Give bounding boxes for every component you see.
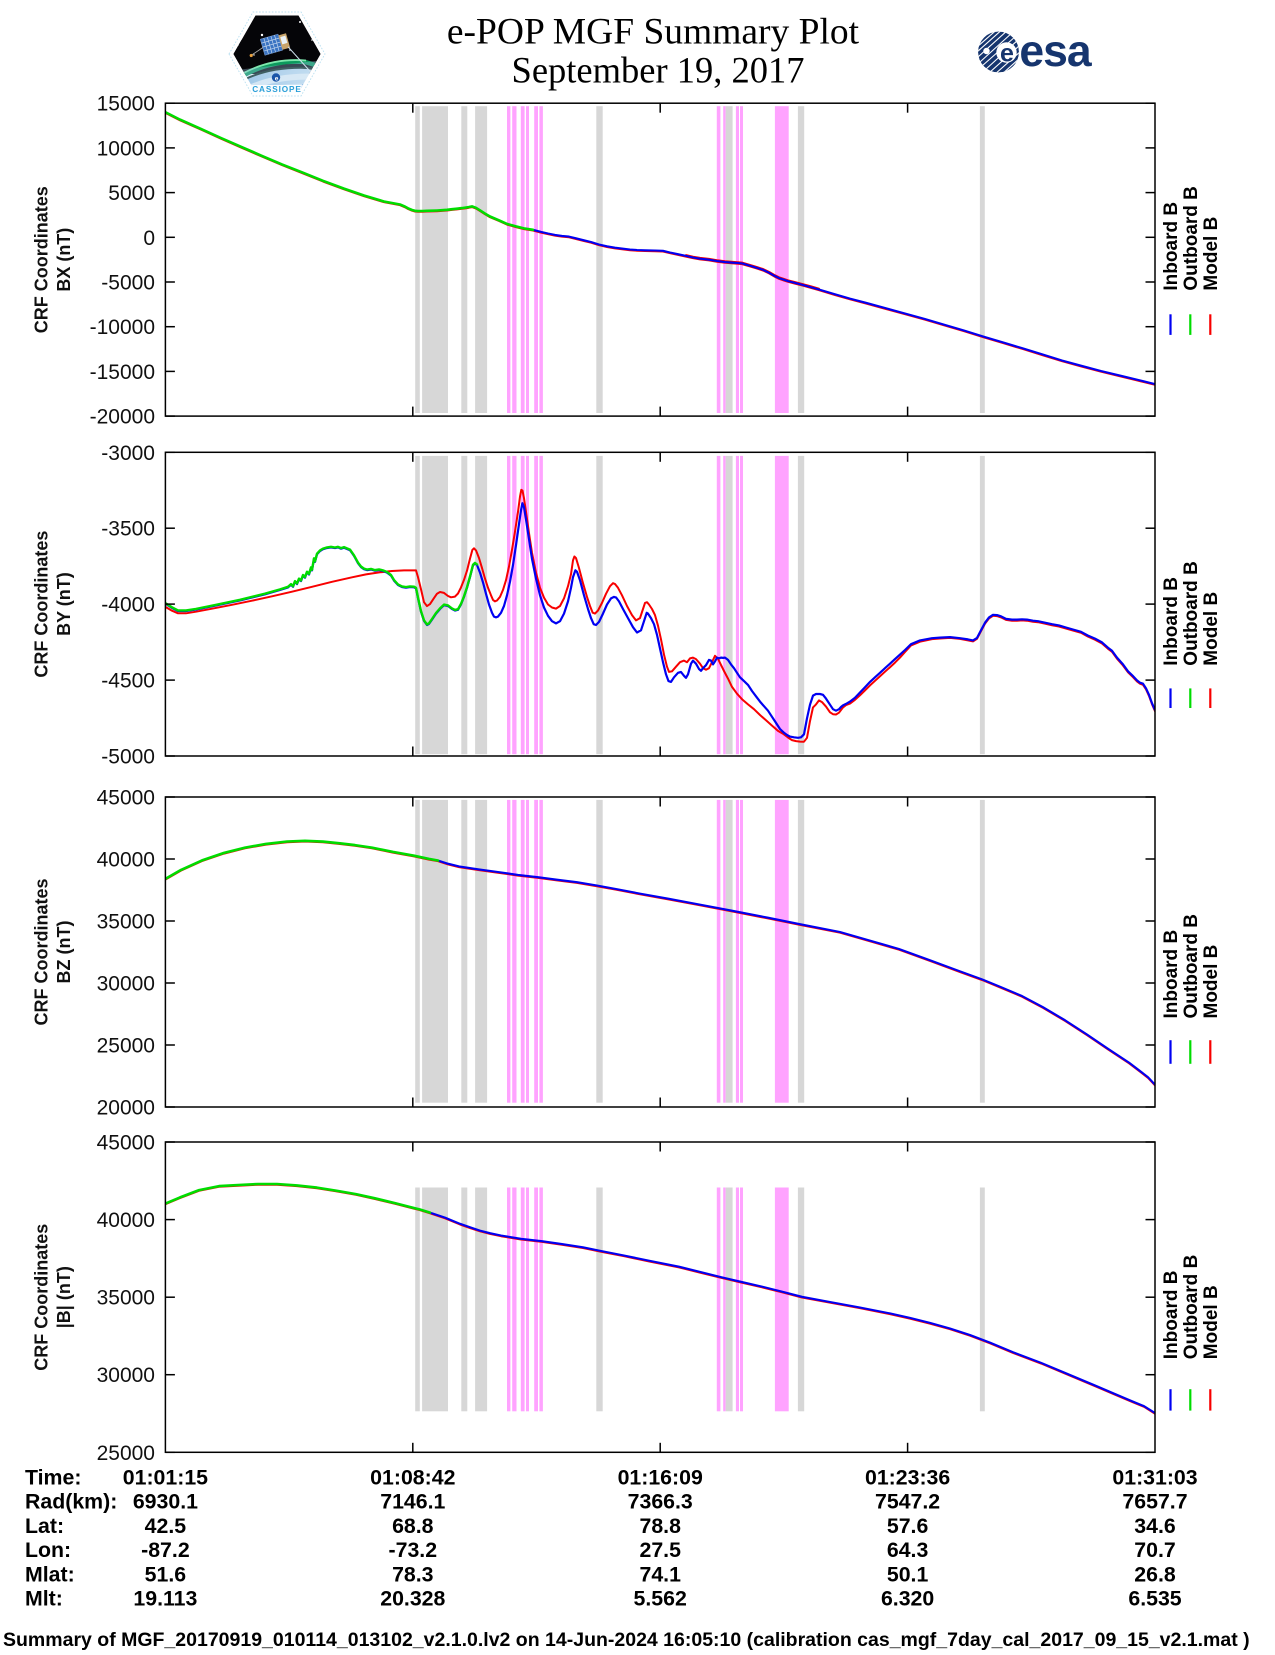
- svg-text:Lat:: Lat:: [25, 1514, 64, 1538]
- svg-text:57.6: 57.6: [887, 1514, 929, 1538]
- svg-text:68.8: 68.8: [392, 1514, 434, 1538]
- svg-text:BY (nT): BY (nT): [54, 572, 74, 636]
- svg-text:Mlt:: Mlt:: [25, 1587, 63, 1611]
- svg-text:20.328: 20.328: [380, 1587, 445, 1611]
- svg-text:Rad(km):: Rad(km):: [25, 1490, 117, 1514]
- svg-text:78.3: 78.3: [392, 1562, 434, 1586]
- svg-text:Model B: Model B: [1201, 217, 1222, 291]
- svg-text:19.113: 19.113: [133, 1587, 197, 1611]
- svg-text:Time:: Time:: [25, 1465, 81, 1489]
- svg-text:Outboard B: Outboard B: [1181, 914, 1202, 1019]
- svg-text:-15000: -15000: [90, 361, 155, 384]
- svg-text:40000: 40000: [97, 849, 155, 872]
- svg-text:-87.2: -87.2: [141, 1538, 190, 1562]
- svg-text:26.8: 26.8: [1134, 1562, 1176, 1586]
- svg-text:-3000: -3000: [101, 442, 155, 465]
- svg-text:70.7: 70.7: [1134, 1538, 1175, 1562]
- svg-text:34.6: 34.6: [1134, 1514, 1176, 1538]
- svg-text:50.1: 50.1: [887, 1562, 929, 1586]
- svg-text:7366.3: 7366.3: [628, 1490, 693, 1514]
- svg-text:01:01:15: 01:01:15: [123, 1465, 208, 1489]
- svg-text:CRF Coordinates: CRF Coordinates: [32, 878, 52, 1025]
- svg-text:25000: 25000: [97, 1035, 155, 1058]
- svg-text:35000: 35000: [97, 911, 155, 934]
- svg-text:-3500: -3500: [101, 518, 155, 541]
- svg-text:-5000: -5000: [101, 746, 155, 769]
- svg-text:01:08:42: 01:08:42: [370, 1465, 455, 1489]
- svg-text:Model B: Model B: [1201, 592, 1222, 666]
- svg-text:e-POP MGF Summary Plot: e-POP MGF Summary Plot: [447, 12, 860, 53]
- svg-text:7657.7: 7657.7: [1122, 1490, 1187, 1514]
- svg-text:Inboard B: Inboard B: [1161, 1271, 1182, 1360]
- svg-text:Outboard B: Outboard B: [1181, 1255, 1202, 1360]
- svg-text:BZ (nT): BZ (nT): [54, 921, 74, 984]
- svg-text:30000: 30000: [97, 973, 155, 996]
- svg-text:-4500: -4500: [101, 670, 155, 693]
- svg-text:CASSIOPE: CASSIOPE: [252, 85, 302, 94]
- svg-text:15000: 15000: [97, 93, 155, 116]
- svg-text:CRF Coordinates: CRF Coordinates: [32, 186, 52, 333]
- svg-text:-20000: -20000: [90, 406, 155, 429]
- svg-text:Summary of MGF_20170919_010114: Summary of MGF_20170919_010114_013102_v2…: [3, 1629, 1250, 1650]
- svg-text:7146.1: 7146.1: [380, 1490, 445, 1514]
- svg-text:-4000: -4000: [101, 594, 155, 617]
- svg-text:45000: 45000: [97, 1132, 155, 1155]
- svg-text:Inboard B: Inboard B: [1161, 930, 1182, 1019]
- svg-text:Lon:: Lon:: [25, 1538, 71, 1562]
- svg-text:Model B: Model B: [1201, 1285, 1222, 1359]
- svg-text:5000: 5000: [108, 182, 155, 205]
- svg-text:-10000: -10000: [90, 316, 155, 339]
- svg-text:25000: 25000: [97, 1442, 155, 1465]
- svg-text:20000: 20000: [97, 1097, 155, 1120]
- svg-text:78.8: 78.8: [639, 1514, 681, 1538]
- svg-text:10000: 10000: [97, 137, 155, 160]
- svg-text:-5000: -5000: [101, 272, 155, 295]
- svg-text:42.5: 42.5: [145, 1514, 187, 1538]
- svg-text:7547.2: 7547.2: [875, 1490, 940, 1514]
- svg-text:Inboard B: Inboard B: [1161, 577, 1182, 666]
- svg-text:CRF Coordinates: CRF Coordinates: [32, 531, 52, 678]
- svg-text:45000: 45000: [97, 787, 155, 810]
- svg-text:e: e: [275, 76, 279, 83]
- svg-text:e: e: [1000, 40, 1014, 68]
- svg-text:Outboard B: Outboard B: [1181, 186, 1202, 291]
- svg-text:27.5: 27.5: [639, 1538, 681, 1562]
- svg-text:|B| (nT): |B| (nT): [54, 1266, 74, 1328]
- svg-text:-73.2: -73.2: [389, 1538, 438, 1562]
- svg-text:51.6: 51.6: [145, 1562, 187, 1586]
- svg-text:Model B: Model B: [1201, 945, 1222, 1019]
- svg-text:esa: esa: [1019, 27, 1092, 76]
- svg-text:CRF Coordinates: CRF Coordinates: [32, 1224, 52, 1371]
- svg-text:6.320: 6.320: [881, 1587, 934, 1611]
- svg-text:Outboard B: Outboard B: [1181, 561, 1202, 666]
- svg-text:35000: 35000: [97, 1287, 155, 1310]
- svg-text:01:23:36: 01:23:36: [865, 1465, 950, 1489]
- svg-text:Inboard B: Inboard B: [1161, 202, 1182, 291]
- svg-text:01:31:03: 01:31:03: [1112, 1465, 1197, 1489]
- svg-text:6930.1: 6930.1: [133, 1490, 198, 1514]
- svg-text:01:16:09: 01:16:09: [618, 1465, 703, 1489]
- svg-text:64.3: 64.3: [887, 1538, 929, 1562]
- svg-text:40000: 40000: [97, 1209, 155, 1232]
- svg-text:74.1: 74.1: [639, 1562, 681, 1586]
- svg-text:5.562: 5.562: [634, 1587, 687, 1611]
- svg-text:Mlat:: Mlat:: [25, 1562, 75, 1586]
- svg-text:30000: 30000: [97, 1364, 155, 1387]
- svg-text:6.535: 6.535: [1128, 1587, 1181, 1611]
- svg-text:BX (nT): BX (nT): [54, 228, 74, 292]
- svg-text:0: 0: [143, 227, 155, 250]
- svg-text:September 19, 2017: September 19, 2017: [512, 50, 805, 91]
